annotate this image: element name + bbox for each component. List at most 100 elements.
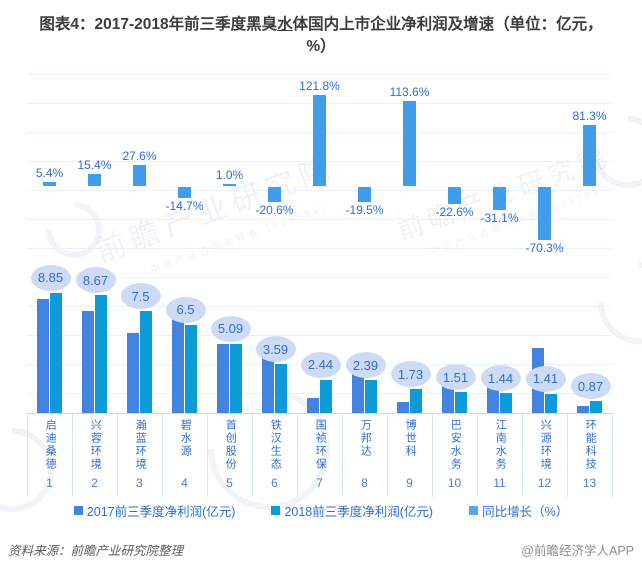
profit-bar-2018 [545,393,557,413]
profit-bar-2017 [127,333,139,413]
category-label: 环能科技 [567,419,612,471]
category-label-text: 万邦达 [359,419,372,458]
legend-marker-2018-icon [271,506,281,515]
growth-bar [493,187,506,211]
category-cell [342,413,387,497]
gridline [27,277,612,278]
gridline [27,219,612,220]
category-label: 万邦达 [342,419,387,458]
category-label: 启迪桑德 [27,419,72,471]
category-cell [27,413,72,497]
growth-bar [448,187,461,204]
legend-marker-2017-icon [73,506,83,515]
profit-bar-2017 [577,406,589,413]
value-bubble: 6.5 [165,296,206,323]
value-bubble: 8.67 [75,267,116,294]
growth-value-label: -19.5% [345,202,384,217]
value-bubble: 8.85 [30,264,71,291]
category-label-text: 巴安水务 [449,419,462,471]
category-index: 1 [46,476,53,490]
category-label-text: 江南水务 [494,419,507,471]
category-label-text: 博世科 [404,419,417,458]
profit-bar-2017 [37,298,49,413]
category-cell [432,413,477,497]
profit-bar-2018 [590,401,602,413]
value-bubble: 1.44 [480,365,521,392]
category-label: 巴安水务 [432,419,477,471]
category-cell [477,413,522,497]
profit-bar-2018 [455,392,467,413]
value-bubble: 2.39 [345,352,386,379]
chart-legend: 2017前三季度净利润(亿元) 2018前三季度净利润(亿元) 同比增长（%） [0,501,642,520]
category-index: 2 [91,476,98,490]
profit-bar-2017 [262,351,274,413]
category-label: 兴蓉环境 [72,419,117,471]
legend-item-2017: 2017前三季度净利润(亿元) [73,501,235,520]
value-bubble: 2.44 [300,351,341,378]
profit-bar-2017 [442,386,454,413]
growth-value-label: 81.3% [572,109,607,124]
category-index: 10 [447,476,462,490]
category-cell [567,413,613,497]
category-index: 3 [136,476,143,490]
category-label-text: 首创股份 [224,419,237,471]
category-index: 9 [406,476,413,490]
growth-bar [313,94,326,186]
category-label-text: 国祯环保 [314,419,327,471]
value-bubble: 1.41 [525,365,566,392]
growth-bar [88,174,101,186]
legend-label-growth: 同比增长（%） [482,505,569,519]
legend-item-2018: 2018前三季度净利润(亿元) [271,501,433,520]
category-cell [387,413,432,497]
category-label: 碧水源 [162,419,207,458]
category-label: 铁汉生态 [252,419,297,471]
gridline [27,74,612,75]
category-index: 13 [582,476,597,490]
category-cell [207,413,252,497]
profit-bar-2017 [217,344,229,413]
growth-value-label: 113.6% [389,84,430,99]
profit-bar-2017 [487,384,499,413]
gridline [27,335,612,336]
legend-item-growth: 同比增长（%） [469,501,568,520]
watermark-logo [34,190,114,270]
value-bubble: 0.87 [570,373,611,400]
category-label-text: 环能科技 [584,419,597,471]
value-bubble: 5.09 [210,315,251,342]
category-cell [117,413,162,497]
growth-value-label: 5.4% [35,165,64,180]
profit-bar-2018 [275,364,287,413]
profit-bar-2017 [307,398,319,413]
profit-bar-2017 [397,401,409,413]
profit-bar-2018 [365,380,377,413]
category-label: 首创股份 [207,419,252,471]
category-label-text: 兴蓉环境 [89,419,102,471]
value-bubble: 3.59 [255,336,296,363]
category-index: 5 [226,476,233,490]
category-index: 4 [181,476,188,490]
category-label-text: 铁汉生态 [269,419,282,471]
watermark-text: 前瞻产业研究院 [91,151,340,269]
chart-title-prefix: 图表4：2017-2018年前三季度黑臭 [39,16,278,33]
data-source-note: 资料来源：前瞻产业研究院整理 [8,544,184,558]
category-index: 7 [316,476,323,490]
growth-bar [223,184,236,186]
growth-value-label: 15.4% [77,158,112,173]
growth-bar [583,125,596,186]
growth-bar [43,181,56,186]
category-cell [522,413,567,497]
value-bubble: 1.51 [435,364,476,391]
category-cell [72,413,117,497]
growth-value-label: -22.6% [435,204,474,219]
category-cell [297,413,342,497]
category-index: 12 [537,476,552,490]
profit-bar-2018 [50,292,62,413]
category-index: 8 [361,476,368,490]
growth-bar [358,187,371,202]
category-label: 兴源环境 [522,419,567,471]
profit-bar-2018 [185,324,197,413]
category-label: 瀚蓝环境 [117,419,162,471]
credit-note: @前瞻经济学人APP [521,544,634,558]
growth-value-label: 27.6% [122,149,157,164]
category-label-text: 瀚蓝环境 [134,419,147,471]
